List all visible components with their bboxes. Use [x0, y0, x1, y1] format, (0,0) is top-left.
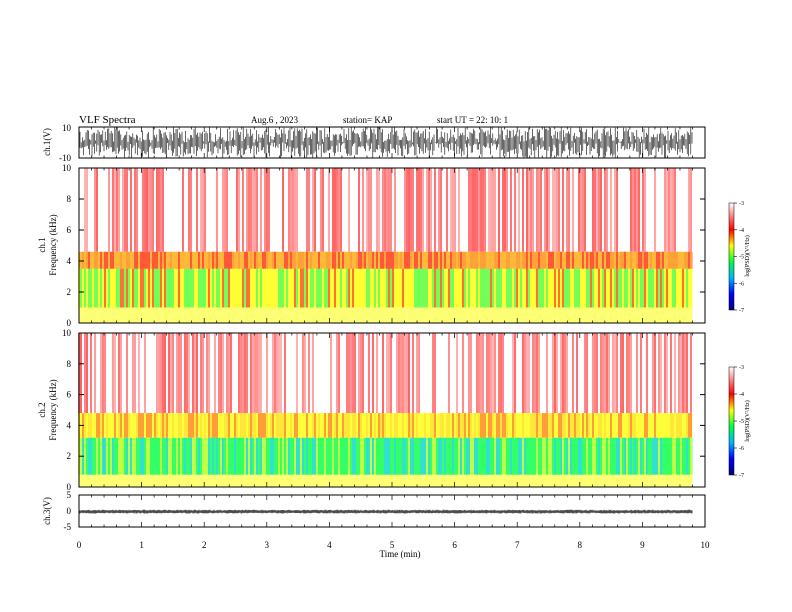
time-tick-label: 1	[139, 540, 144, 550]
colorbar-ch1	[728, 202, 735, 311]
waveform-ch3-ylabel: ch.3(V)	[42, 497, 52, 525]
freq-tick-label: 0	[67, 482, 72, 492]
waveform-ch1-trace	[79, 127, 693, 158]
spectrogram-ch2-ylabel-frequency: Frequency (kHz)	[48, 379, 58, 440]
date-label: Aug.6 , 2023	[251, 115, 298, 125]
colorbar-tick-label: -5	[739, 419, 744, 425]
waveform-ch3-trace	[79, 509, 693, 514]
spectrogram-ch1-ylabel-frequency: Frequency (kHz)	[48, 214, 58, 275]
spectrogram-ch2-image	[78, 333, 693, 487]
colorbar-tick-label: -3	[739, 365, 744, 371]
colorbar-ch2-label: log(PSD)(V²/Hz)	[744, 400, 751, 441]
freq-tick-label: 8	[67, 359, 72, 369]
time-tick-label: 6	[452, 540, 457, 550]
time-tick-label: 8	[578, 540, 583, 550]
spectrogram-ch1-ylabel-channel: ch.1	[37, 237, 47, 252]
colorbar-tick-label: -7	[739, 308, 744, 314]
colorbar-tick-label: -7	[739, 473, 744, 479]
waveform-ch1-ytick-top: 10	[62, 123, 72, 133]
colorbar-tick-label: -6	[739, 446, 744, 452]
freq-tick-label: 6	[67, 390, 72, 400]
time-tick-label: 7	[515, 540, 520, 550]
time-tick-label: 0	[77, 540, 82, 550]
colorbar-ch1-label: log(PSD)(V²/Hz)	[744, 235, 751, 276]
spectrogram-ch1-image	[78, 168, 693, 323]
colorbar-tick-label: -5	[739, 255, 744, 261]
freq-tick-label: 0	[67, 318, 72, 328]
time-tick-label: 2	[202, 540, 207, 550]
freq-tick-label: 8	[67, 194, 72, 204]
time-tick-label: 10	[701, 540, 711, 550]
figure-title: VLF Spectra	[79, 114, 136, 126]
x-axis-label: Time (min)	[380, 549, 421, 559]
waveform-ch1-ylabel: ch.1(V)	[42, 128, 52, 156]
spectrogram-ch2-ylabel-channel: ch.2	[37, 402, 47, 417]
freq-tick-label: 10	[62, 163, 72, 173]
freq-tick-label: 4	[67, 420, 72, 430]
freq-tick-label: 6	[67, 225, 72, 235]
freq-tick-label: 2	[67, 451, 72, 461]
freq-tick-label: 4	[67, 256, 72, 266]
waveform-ch1-ytick-bottom: -10	[59, 153, 71, 163]
waveform-ch3-ytick-mid: 0	[67, 506, 72, 516]
time-tick-label: 4	[327, 540, 332, 550]
colorbar-tick-label: -4	[739, 392, 744, 398]
start-time-label: start UT = 22: 10: 1	[437, 115, 508, 125]
station-label: station= KAP	[343, 115, 392, 125]
colorbar-tick-label: -4	[739, 228, 744, 234]
colorbar-ch2	[728, 366, 735, 476]
waveform-ch3-ytick-top: 5	[67, 490, 72, 500]
time-tick-label: 3	[265, 540, 270, 550]
spectrogram-band	[79, 307, 693, 323]
time-tick-label: 9	[640, 540, 645, 550]
colorbar-tick-label: -3	[739, 201, 744, 207]
time-tick-label: 5	[390, 540, 395, 550]
spectrogram-band	[79, 474, 693, 487]
colorbar-tick-label: -6	[739, 281, 744, 287]
freq-tick-label: 2	[67, 287, 72, 297]
freq-tick-label: 10	[62, 328, 72, 338]
waveform-ch3-ytick-bottom: -5	[64, 522, 72, 532]
